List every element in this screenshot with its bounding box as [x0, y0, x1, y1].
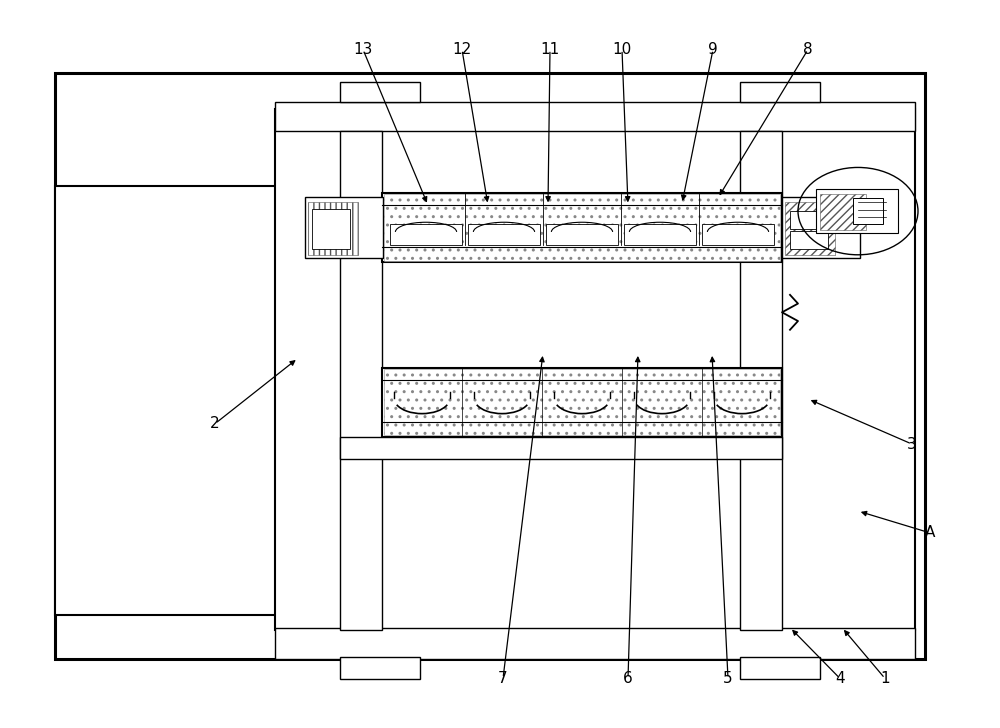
Text: 4: 4 — [835, 671, 845, 686]
Bar — [308, 202, 358, 255]
Text: 13: 13 — [353, 42, 373, 57]
Text: 5: 5 — [723, 671, 733, 686]
Bar — [384, 369, 780, 435]
Bar — [740, 131, 782, 630]
Bar — [55, 73, 925, 659]
Bar — [384, 194, 780, 261]
Bar — [790, 231, 828, 249]
Text: 12: 12 — [452, 42, 472, 57]
Bar — [853, 198, 883, 224]
Bar — [340, 82, 420, 102]
Bar — [312, 209, 350, 249]
Bar — [340, 657, 420, 679]
Bar — [785, 202, 835, 255]
Text: 3: 3 — [907, 437, 917, 451]
Bar — [790, 211, 828, 229]
Bar — [782, 197, 860, 258]
Bar — [382, 368, 782, 437]
Text: 2: 2 — [210, 416, 220, 431]
Text: 11: 11 — [540, 42, 560, 57]
Text: 9: 9 — [708, 42, 718, 57]
Text: A: A — [925, 526, 935, 540]
Bar — [390, 224, 462, 245]
Text: 7: 7 — [498, 671, 508, 686]
Bar — [546, 224, 618, 245]
Bar — [382, 193, 782, 262]
Text: 10: 10 — [612, 42, 632, 57]
Bar — [340, 437, 782, 459]
Bar — [305, 197, 383, 258]
Bar — [816, 189, 898, 233]
Text: 1: 1 — [880, 671, 890, 686]
Bar — [740, 657, 820, 679]
Bar — [468, 224, 540, 245]
Bar — [340, 131, 382, 630]
Bar — [275, 102, 915, 131]
Bar — [275, 628, 915, 659]
Bar — [275, 109, 915, 630]
Bar — [55, 186, 295, 615]
Text: 8: 8 — [803, 42, 813, 57]
Bar — [702, 224, 774, 245]
Text: 6: 6 — [623, 671, 633, 686]
Bar — [740, 82, 820, 102]
Bar — [624, 224, 696, 245]
Bar — [820, 194, 866, 230]
